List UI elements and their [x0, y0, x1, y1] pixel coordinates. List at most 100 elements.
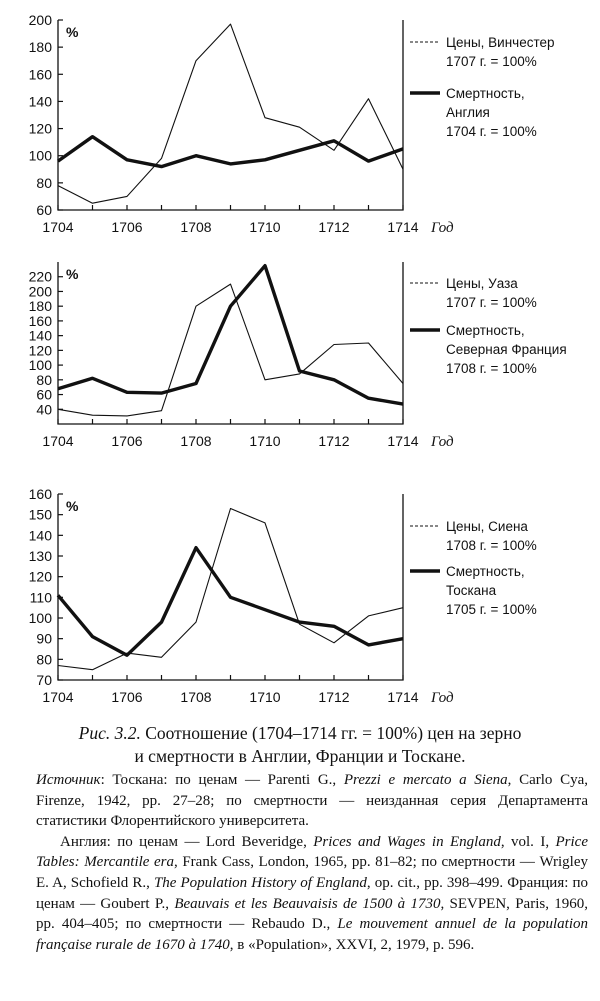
y-tick-label: 60	[36, 387, 52, 403]
plot-frame	[57, 494, 404, 681]
y-tick-label: 140	[29, 93, 53, 109]
figure-number: Рис. 3.2.	[78, 723, 141, 743]
y-tick-label: 220	[29, 269, 53, 285]
x-tick-label: 1704	[42, 689, 73, 705]
series-line-mortality	[57, 263, 404, 406]
x-tick-label: 1714	[387, 433, 418, 449]
legend-text: Цены, Уаза	[446, 276, 518, 291]
source-text: , Carlo Cya, Firenze, 1942, pp. 27–28; п…	[36, 772, 588, 830]
legend-text: Смертность,	[446, 323, 525, 338]
caption-line-2: и смертности в Англии, Франции и Тоскане…	[134, 746, 466, 766]
y-tick-label: 150	[29, 507, 53, 523]
caption-line-1: Соотношение (1704–1714 гг. = 100%) цен н…	[140, 723, 522, 743]
y-tick-label: 120	[29, 121, 53, 137]
y-tick-label: 140	[29, 328, 53, 344]
y-tick-label: 80	[36, 175, 52, 191]
plot-frame	[57, 262, 404, 425]
source-text: , op. cit., pp. 398–499. Франция: по цен…	[36, 874, 588, 912]
chart-tuscany: 70 80 90 100 110 120 130 140 150 160 1704 1706 1708 1…	[29, 486, 537, 706]
y-tick-label: 110	[30, 589, 53, 605]
source-text: Англия: по ценам — Lord Beveridge,	[60, 833, 314, 850]
y-tick-label: 130	[29, 548, 53, 564]
source-paragraph-tuscany: Источник: Тоскана: по ценам — Parenti G.…	[36, 770, 588, 832]
source-notes: Источник: Тоскана: по ценам — Parenti G.…	[36, 770, 588, 955]
legend-text: Смертность,	[446, 564, 525, 579]
legend-text: Северная Франция	[446, 342, 567, 357]
source-title: Prices and Wages in England	[313, 833, 501, 850]
y-axis-unit-label: %	[66, 498, 79, 514]
x-axis-label: Год	[430, 690, 454, 706]
x-tick-label: 1706	[111, 219, 142, 235]
y-tick-label: 120	[29, 342, 53, 358]
legend-text: 1707 г. = 100%	[446, 295, 537, 310]
y-tick-label: 120	[29, 569, 53, 585]
x-tick-label: 1710	[249, 689, 280, 705]
x-tick-label: 1712	[318, 219, 349, 235]
plot-frame	[57, 20, 404, 211]
series-line-mortality	[57, 134, 404, 169]
source-label: Источник	[36, 772, 101, 788]
y-tick-label: 80	[36, 372, 52, 388]
series-line-prices	[57, 23, 404, 204]
y-tick-label: 160	[29, 66, 53, 82]
y-tick-label: 100	[29, 148, 53, 164]
legend-text: Англия	[446, 105, 490, 120]
source-title: The Population History of England	[153, 874, 367, 891]
source-text: , vol. I,	[500, 833, 556, 850]
y-tick-label: 100	[29, 357, 53, 373]
y-tick-label: 60	[36, 202, 52, 218]
source-text: , SEVPEN, Paris, 1960, pp. 404–405; по с…	[36, 895, 588, 933]
source-text: : Тоскана: по ценам — Parenti G.,	[100, 772, 344, 788]
y-tick-label: 160	[29, 486, 53, 502]
x-tick-label: 1708	[180, 689, 211, 705]
x-tick-label: 1706	[111, 433, 142, 449]
y-tick-label: 100	[29, 610, 53, 626]
series-line-mortality	[56, 545, 404, 657]
y-tick-label: 80	[36, 651, 52, 667]
x-tick-label: 1714	[387, 219, 418, 235]
x-tick-label: 1714	[387, 689, 418, 705]
source-title: Price Tables: Mercantile era	[36, 833, 588, 871]
x-tick-label: 1706	[111, 689, 142, 705]
series-line-prices	[57, 283, 404, 417]
y-tick-label: 180	[29, 298, 53, 314]
legend-text: 1708 г. = 100%	[446, 361, 537, 376]
y-tick-label: 40	[36, 401, 52, 417]
x-tick-label: 1708	[180, 219, 211, 235]
x-axis-label: Год	[430, 434, 454, 450]
legend-text: Цены, Сиена	[446, 519, 528, 534]
source-title: Prezzi e mercato a Siena	[343, 772, 508, 788]
figure-caption: Рис. 3.2. Соотношение (1704–1714 гг. = 1…	[0, 722, 600, 768]
legend-text: 1705 г. = 100%	[446, 602, 537, 617]
x-tick-label: 1712	[318, 689, 349, 705]
x-tick-label: 1708	[180, 433, 211, 449]
y-axis-unit-label: %	[66, 266, 79, 282]
legend-text: 1707 г. = 100%	[446, 54, 537, 69]
source-title: Le mouvement annuel de la population fra…	[36, 916, 588, 953]
x-tick-label: 1712	[318, 433, 349, 449]
legend-text: 1704 г. = 100%	[446, 124, 537, 139]
x-axis-label: Год	[430, 220, 454, 236]
x-tick-label: 1710	[249, 433, 280, 449]
legend-text: Смертность,	[446, 86, 525, 101]
y-axis-unit-label: %	[66, 24, 79, 40]
y-tick-label: 200	[29, 12, 53, 28]
y-tick-label: 160	[29, 313, 53, 329]
chart-england: 60 80 100 120 140 160 180 200 1704 1706 1708 1710 17…	[29, 12, 555, 236]
y-tick-label: 180	[29, 39, 53, 55]
source-title: Beauvais et les Beauvaisis de 1500 à 173…	[174, 895, 441, 912]
y-tick-label: 200	[29, 283, 53, 299]
legend-text: 1708 г. = 100%	[446, 538, 537, 553]
x-tick-label: 1710	[249, 219, 280, 235]
y-tick-label: 90	[36, 631, 52, 647]
source-text: , в «Population», XXVI, 2, 1979, p. 596.	[229, 936, 475, 953]
legend-text: Цены, Винчестер	[446, 35, 555, 50]
x-tick-label: 1704	[42, 219, 73, 235]
source-paragraph-england-france: Англия: по ценам — Lord Beveridge, Price…	[36, 832, 588, 956]
y-tick-label: 70	[36, 672, 52, 688]
source-text: , Frank Cass, London, 1965, pp. 81–82; п…	[36, 854, 588, 891]
x-tick-label: 1704	[42, 433, 73, 449]
legend-text: Тоскана	[446, 583, 497, 598]
y-tick-label: 140	[29, 527, 53, 543]
